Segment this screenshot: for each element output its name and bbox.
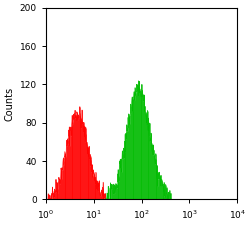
Y-axis label: Counts: Counts <box>4 86 14 121</box>
